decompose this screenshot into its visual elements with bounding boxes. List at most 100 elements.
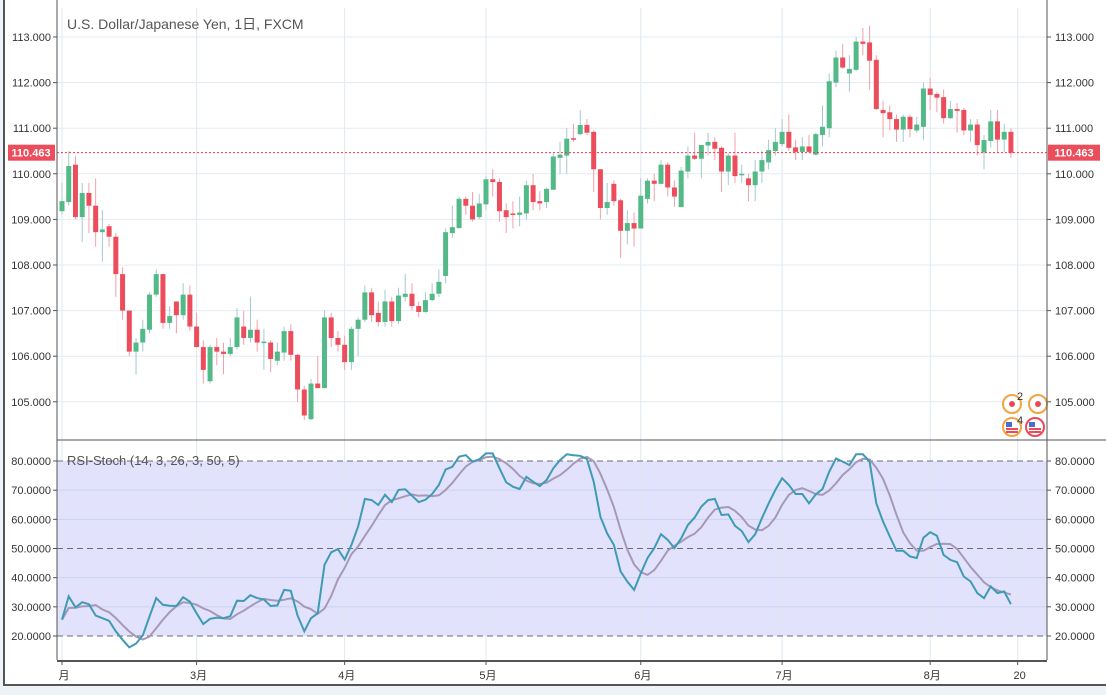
- candle: [470, 192, 476, 222]
- rsi-tick-left: 60.0000: [11, 514, 51, 526]
- candle-body: [920, 88, 926, 127]
- candle: [537, 191, 543, 211]
- time-label: 3月: [190, 670, 207, 682]
- flag-stripe: [1029, 431, 1041, 433]
- candle-body: [719, 147, 725, 172]
- candle-body: [523, 185, 529, 214]
- rsi-stoch-title[interactable]: RSI-Stoch (14, 3, 26, 3, 50, 5): [67, 453, 240, 468]
- candle-body: [941, 97, 947, 119]
- candle-body: [887, 112, 893, 120]
- candle-body: [375, 312, 381, 322]
- candle-body: [974, 124, 980, 146]
- price-tick-left: 111.000: [13, 123, 51, 135]
- candle: [752, 160, 758, 202]
- candle: [490, 169, 496, 197]
- candle-body: [759, 160, 765, 172]
- candle: [443, 228, 449, 284]
- candle-body: [207, 347, 213, 382]
- candle: [207, 344, 213, 384]
- candle: [409, 283, 415, 311]
- candle: [739, 164, 745, 183]
- price-tick-right: 111.000: [1055, 123, 1093, 135]
- time-label: 8月: [924, 670, 941, 682]
- candle: [793, 139, 799, 161]
- candle-body: [981, 140, 987, 153]
- candle: [745, 173, 751, 202]
- price-tick-left: 110.000: [12, 169, 51, 181]
- candle: [994, 109, 1000, 153]
- candle-body: [234, 317, 240, 348]
- candle-body: [301, 389, 307, 416]
- candle-body: [113, 236, 119, 275]
- candle-body: [348, 328, 354, 363]
- candle-body: [833, 57, 839, 83]
- candle: [422, 292, 428, 313]
- candle: [523, 180, 529, 220]
- rsi-tick-left: 20.0000: [11, 631, 51, 643]
- candle-body: [894, 119, 900, 130]
- rsi-tick-left: 40.0000: [11, 573, 51, 585]
- candle: [93, 178, 99, 247]
- flag-canton: [1029, 422, 1035, 427]
- candle: [954, 103, 960, 133]
- candle: [328, 312, 334, 348]
- price-tick-right: 110.000: [1055, 169, 1094, 181]
- candle: [873, 55, 879, 110]
- candle: [295, 353, 301, 402]
- candle-body: [665, 164, 671, 188]
- candle-body: [315, 383, 321, 389]
- candle-body: [221, 351, 227, 354]
- candle: [153, 269, 159, 297]
- candle-body: [954, 109, 960, 111]
- candle: [429, 283, 435, 302]
- candle: [113, 233, 119, 297]
- event-badge: 2: [1002, 391, 1023, 414]
- candle: [66, 151, 72, 206]
- candle: [126, 310, 132, 357]
- candle: [402, 274, 408, 302]
- candle-body: [745, 178, 751, 186]
- candle-body: [1001, 131, 1007, 140]
- candle: [658, 160, 664, 184]
- candle-body: [369, 292, 375, 316]
- candle: [389, 296, 395, 327]
- candle-body: [328, 317, 334, 338]
- price-tick-left: 106.000: [11, 351, 51, 363]
- candle: [416, 301, 422, 318]
- candle: [577, 109, 583, 136]
- candle-body: [133, 342, 139, 352]
- candle: [692, 132, 698, 161]
- candle-body: [490, 179, 496, 183]
- candle-body: [510, 213, 516, 215]
- candle-body: [786, 131, 792, 148]
- candle: [618, 198, 624, 259]
- candle: [786, 114, 792, 151]
- candle: [301, 385, 307, 421]
- price-tick-left: 113.000: [12, 32, 51, 44]
- candle: [463, 196, 469, 215]
- candle: [261, 328, 267, 370]
- candle: [833, 50, 839, 88]
- candle-body: [819, 126, 825, 136]
- candle: [99, 210, 105, 262]
- candle-body: [93, 205, 99, 233]
- candle: [947, 100, 953, 120]
- candle: [819, 105, 825, 147]
- candle-body: [631, 223, 637, 229]
- candle: [719, 146, 725, 193]
- candle: [611, 180, 617, 206]
- candle: [550, 153, 556, 190]
- candle: [806, 135, 812, 154]
- flag-count: 4: [1017, 415, 1023, 427]
- candle: [79, 182, 85, 243]
- candle-body: [968, 124, 974, 131]
- rsi-tick-right: 50.0000: [1055, 544, 1095, 556]
- candle-body: [604, 202, 610, 208]
- candle-body: [194, 326, 200, 348]
- candle-body: [846, 68, 852, 74]
- candle-body: [961, 109, 967, 131]
- current-price-tag-left: [8, 144, 55, 161]
- candle-body: [153, 274, 159, 295]
- candle: [274, 342, 280, 366]
